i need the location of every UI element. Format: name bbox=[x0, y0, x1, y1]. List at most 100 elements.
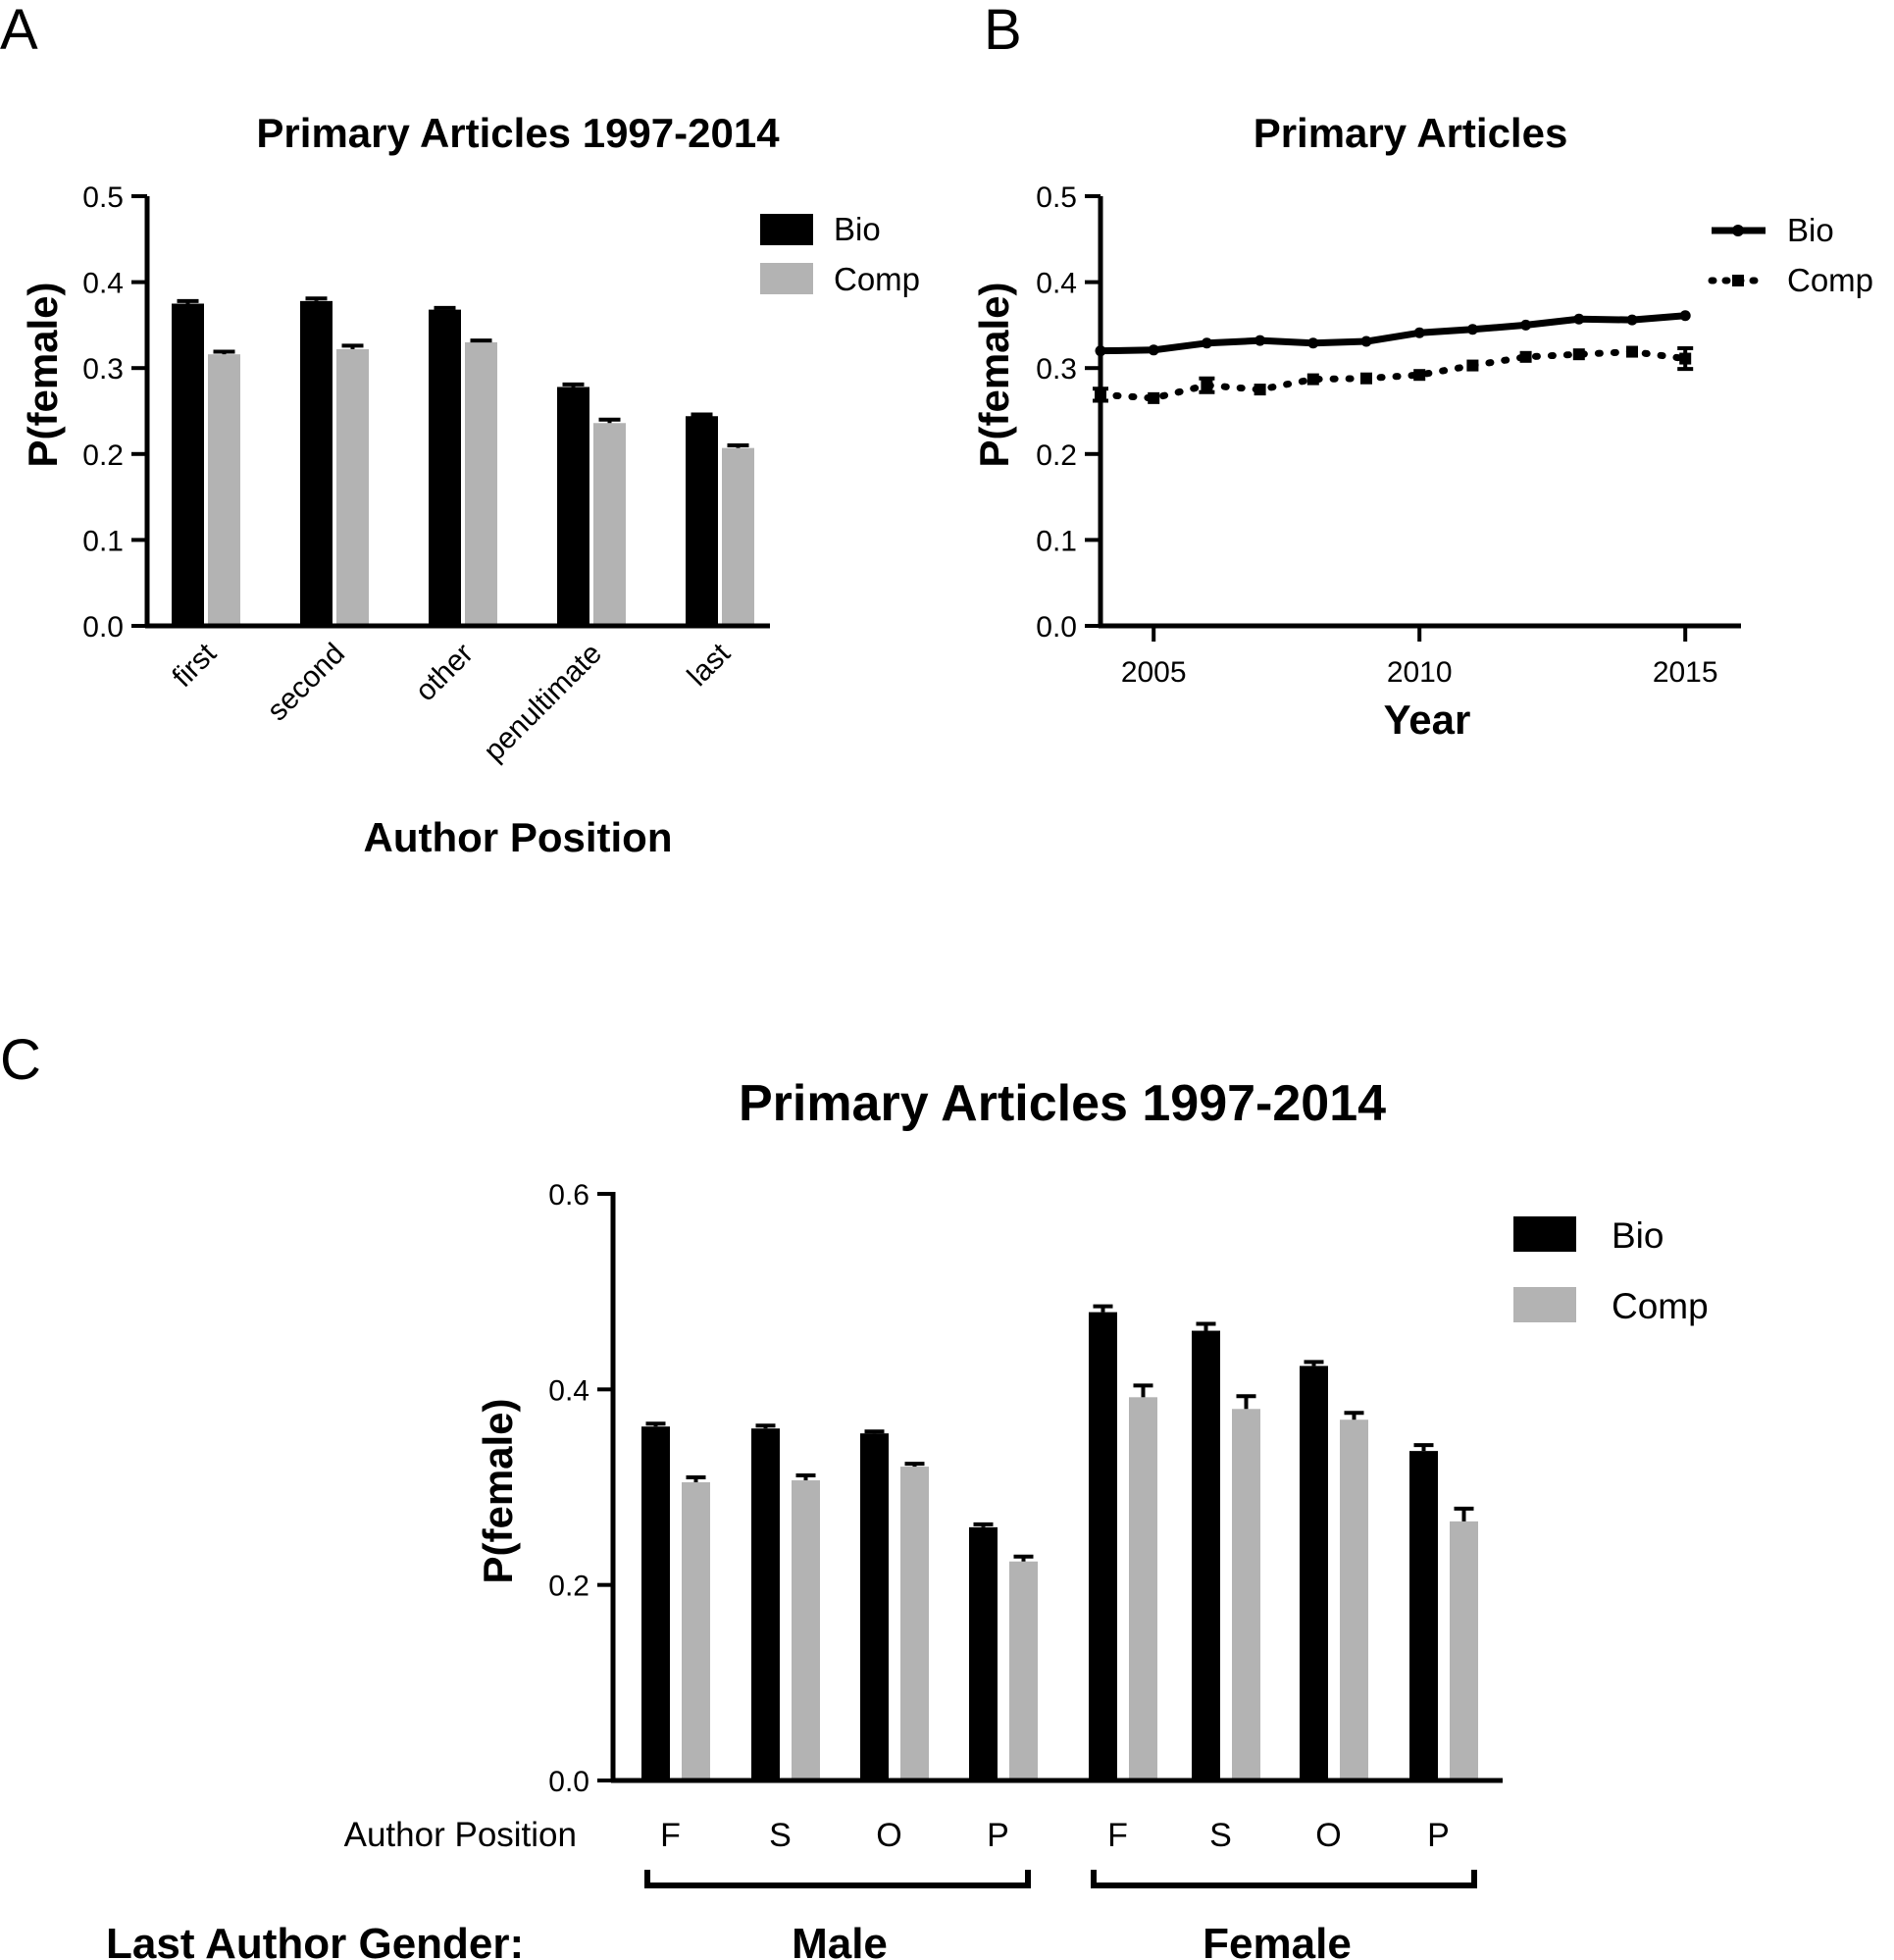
x-tick-label-other: other bbox=[409, 638, 480, 708]
x-tick-label-female-F: F bbox=[1107, 1817, 1128, 1854]
panel-a-legend: Bio Comp bbox=[760, 211, 920, 297]
bar-comp-female-S bbox=[1232, 1409, 1260, 1780]
bar-comp-female-O bbox=[1340, 1419, 1368, 1780]
point-comp-2012 bbox=[1519, 350, 1532, 363]
last-author-gender-label: Last Author Gender: bbox=[106, 1920, 524, 1960]
panel-c-legend: Bio Comp bbox=[1513, 1215, 1709, 1326]
panel-b-legend: Bio Comp bbox=[1708, 212, 1873, 298]
bar-bio-male-F bbox=[641, 1426, 670, 1780]
legend-swatch-comp bbox=[760, 263, 813, 294]
point-comp-2009 bbox=[1360, 372, 1372, 385]
bar-comp-female-F bbox=[1129, 1397, 1157, 1780]
line-comp bbox=[1097, 348, 1689, 402]
panel-a-y-tick-label: 0.5 bbox=[82, 181, 124, 214]
bar-bio-male-O bbox=[860, 1433, 889, 1780]
legend-label-comp: Comp bbox=[834, 261, 920, 297]
bar-comp-male-S bbox=[792, 1480, 820, 1780]
legend-marker-comp bbox=[1732, 275, 1744, 286]
bar-comp-second bbox=[336, 348, 369, 626]
panel-a-y-tick-label: 0.3 bbox=[82, 353, 124, 386]
point-bio-2012 bbox=[1520, 319, 1532, 331]
x-tick-label-male-O: O bbox=[876, 1817, 901, 1854]
female-group-bracket bbox=[1091, 1870, 1477, 1888]
legend-marker-bio bbox=[1732, 225, 1744, 236]
point-bio-2008 bbox=[1307, 337, 1319, 349]
panel-c: C Primary Articles 1997-2014 P(female) 0… bbox=[0, 1028, 1709, 1960]
x-tick-label-2015: 2015 bbox=[1653, 656, 1718, 689]
panel-b-title: Primary Articles bbox=[1254, 110, 1568, 156]
panel-a-letter: A bbox=[0, 0, 38, 62]
point-comp-2008 bbox=[1306, 373, 1319, 386]
panel-a-title: Primary Articles 1997-2014 bbox=[256, 110, 780, 156]
panel-a-y-tick-label: 0.1 bbox=[82, 525, 124, 557]
x-tick-label-female-P: P bbox=[1427, 1817, 1450, 1854]
point-bio-2009 bbox=[1360, 335, 1372, 347]
panel-c-y-ticks: 0.0 0.2 0.4 0.6 bbox=[548, 1179, 613, 1798]
legend-swatch-bio bbox=[1513, 1216, 1576, 1252]
panel-b-x-axis-title: Year bbox=[1384, 696, 1471, 743]
panel-c-y-tick-label: 0.0 bbox=[548, 1766, 589, 1798]
x-tick-label-male-F: F bbox=[660, 1817, 681, 1854]
point-bio-2005 bbox=[1148, 344, 1159, 356]
panel-a-y-axis-title: P(female) bbox=[20, 282, 66, 467]
legend-swatch-bio bbox=[760, 214, 813, 245]
point-bio-2013 bbox=[1573, 313, 1585, 325]
legend-label-comp: Comp bbox=[1787, 262, 1873, 298]
legend-swatch-comp bbox=[1513, 1287, 1576, 1322]
panel-a: A Primary Articles 1997-2014 P(female) A… bbox=[0, 0, 920, 860]
legend-label-comp: Comp bbox=[1612, 1286, 1709, 1326]
x-tick-label-second: second bbox=[261, 638, 351, 728]
bar-bio-first bbox=[172, 303, 204, 626]
point-bio-2011 bbox=[1466, 324, 1478, 335]
point-comp-2015 bbox=[1679, 352, 1692, 365]
panel-b: B Primary Articles P(female) Year 0.0 0.1… bbox=[971, 0, 1873, 743]
panel-c-y-tick-label: 0.6 bbox=[548, 1179, 589, 1212]
line-bio bbox=[1100, 312, 1686, 355]
point-comp-2006 bbox=[1201, 379, 1213, 391]
bar-bio-other bbox=[429, 309, 461, 626]
bar-comp-first bbox=[208, 354, 240, 626]
panel-b-y-tick-label: 0.2 bbox=[1036, 439, 1077, 472]
bar-comp-male-O bbox=[900, 1467, 929, 1780]
bar-comp-male-F bbox=[682, 1482, 710, 1780]
legend-label-bio: Bio bbox=[1612, 1215, 1664, 1256]
panel-b-y-tick-label: 0.1 bbox=[1036, 525, 1077, 557]
panel-a-y-tick-label: 0.0 bbox=[82, 611, 124, 644]
point-bio-2006 bbox=[1201, 337, 1212, 349]
bar-bio-male-S bbox=[751, 1428, 780, 1780]
panel-b-y-tick-label: 0.0 bbox=[1036, 611, 1077, 644]
bar-comp-male-P bbox=[1009, 1561, 1038, 1780]
panel-b-letter: B bbox=[984, 0, 1022, 62]
panel-a-y-tick-label: 0.2 bbox=[82, 439, 124, 472]
bar-comp-last bbox=[722, 447, 754, 626]
panel-b-y-axis-title: P(female) bbox=[971, 282, 1017, 467]
panel-a-y-tick-label: 0.4 bbox=[82, 268, 124, 300]
x-tick-label-female-S: S bbox=[1209, 1817, 1232, 1854]
male-group-bracket bbox=[644, 1870, 1031, 1888]
point-comp-2011 bbox=[1466, 359, 1479, 372]
group-label-male: Male bbox=[792, 1920, 888, 1960]
point-bio-2014 bbox=[1626, 314, 1638, 326]
panel-b-axis-ticks: 0.0 0.1 0.2 0.3 0.4 0.5 2005 2010 2015 bbox=[1036, 181, 1717, 689]
x-tick-label-penultimate: penultimate bbox=[478, 638, 608, 768]
point-bio-2010 bbox=[1413, 327, 1425, 338]
panel-c-y-axis-title: P(female) bbox=[475, 1398, 521, 1583]
bar-comp-female-P bbox=[1450, 1521, 1478, 1780]
panel-c-title: Primary Articles 1997-2014 bbox=[739, 1075, 1386, 1132]
panel-a-y-ticks: 0.0 0.1 0.2 0.3 0.4 0.5 bbox=[82, 181, 147, 644]
x-tick-label-2005: 2005 bbox=[1121, 656, 1187, 689]
legend-label-bio: Bio bbox=[834, 211, 881, 247]
x-tick-label-male-S: S bbox=[769, 1817, 792, 1854]
panel-a-bars bbox=[172, 296, 754, 626]
panel-c-letter: C bbox=[0, 1028, 41, 1092]
author-position-label: Author Position bbox=[344, 1816, 577, 1854]
bar-bio-female-P bbox=[1409, 1451, 1438, 1780]
x-tick-label-last: last bbox=[682, 637, 738, 693]
x-tick-label-male-P: P bbox=[987, 1817, 1009, 1854]
bar-bio-female-F bbox=[1089, 1312, 1117, 1780]
bar-bio-female-O bbox=[1300, 1366, 1328, 1780]
bar-bio-female-S bbox=[1192, 1330, 1220, 1780]
